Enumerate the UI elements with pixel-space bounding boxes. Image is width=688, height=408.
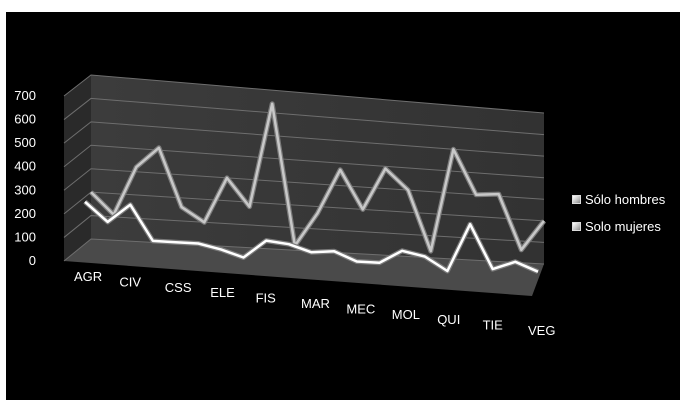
x-tick-label: ELE [210,285,235,300]
x-axis-ticks: AGR CIV CSS ELE FIS MAR MEC MOL QUI TIE VEG [74,269,555,338]
y-tick-label: 700 [14,88,36,103]
gridline-400 [63,144,545,179]
series-lines [83,101,546,274]
legend-label-solo-hombres: Sólo hombres [585,192,666,207]
gridline-600 [63,97,545,136]
y-tick-label: 300 [14,182,36,197]
series-line-0 [90,102,545,253]
gridline-700 [63,74,545,114]
series-line-1 [84,200,539,273]
x-tick-label: QUI [437,312,460,327]
gridline-100 [63,215,545,243]
x-tick-label: AGR [74,269,102,284]
y-tick-label: 400 [14,159,36,174]
y-tick-label: 200 [14,206,36,221]
legend-label-solo-mujeres: Solo mujeres [585,219,661,234]
line-chart-3d: 700 600 500 400 300 200 100 0 AGR CIV CSS ELE FIS MA… [14,74,555,338]
back-wall [91,75,544,264]
legend-swatch-solo-mujeres [572,222,581,231]
x-tick-label: TIE [483,318,504,333]
x-tick-label: CIV [119,274,141,289]
y-tick-label: 500 [14,135,36,150]
y-axis-ticks: 700 600 500 400 300 200 100 0 [14,88,36,268]
x-tick-label: CSS [165,280,192,295]
floor [64,239,544,296]
legend-item-solo-hombres: Sólo hombres [572,192,665,207]
side-wall [64,75,91,261]
legend-item-solo-mujeres: Solo mujeres [572,219,661,234]
x-tick-label: MEC [346,301,375,316]
gridline-300 [63,168,545,200]
legend-swatch-solo-hombres [572,195,581,204]
x-tick-label: MAR [301,296,330,311]
x-tick-label: FIS [256,291,277,306]
x-tick-label: VEG [528,323,555,338]
x-tick-label: MOL [392,307,420,322]
chart-frame: 700 600 500 400 300 200 100 0 AGR CIV CSS ELE FIS MA… [6,12,680,400]
y-tick-label: 100 [14,229,36,244]
y-tick-label: 600 [14,112,36,127]
y-tick-label: 0 [29,253,36,268]
gridline-500 [63,121,545,157]
